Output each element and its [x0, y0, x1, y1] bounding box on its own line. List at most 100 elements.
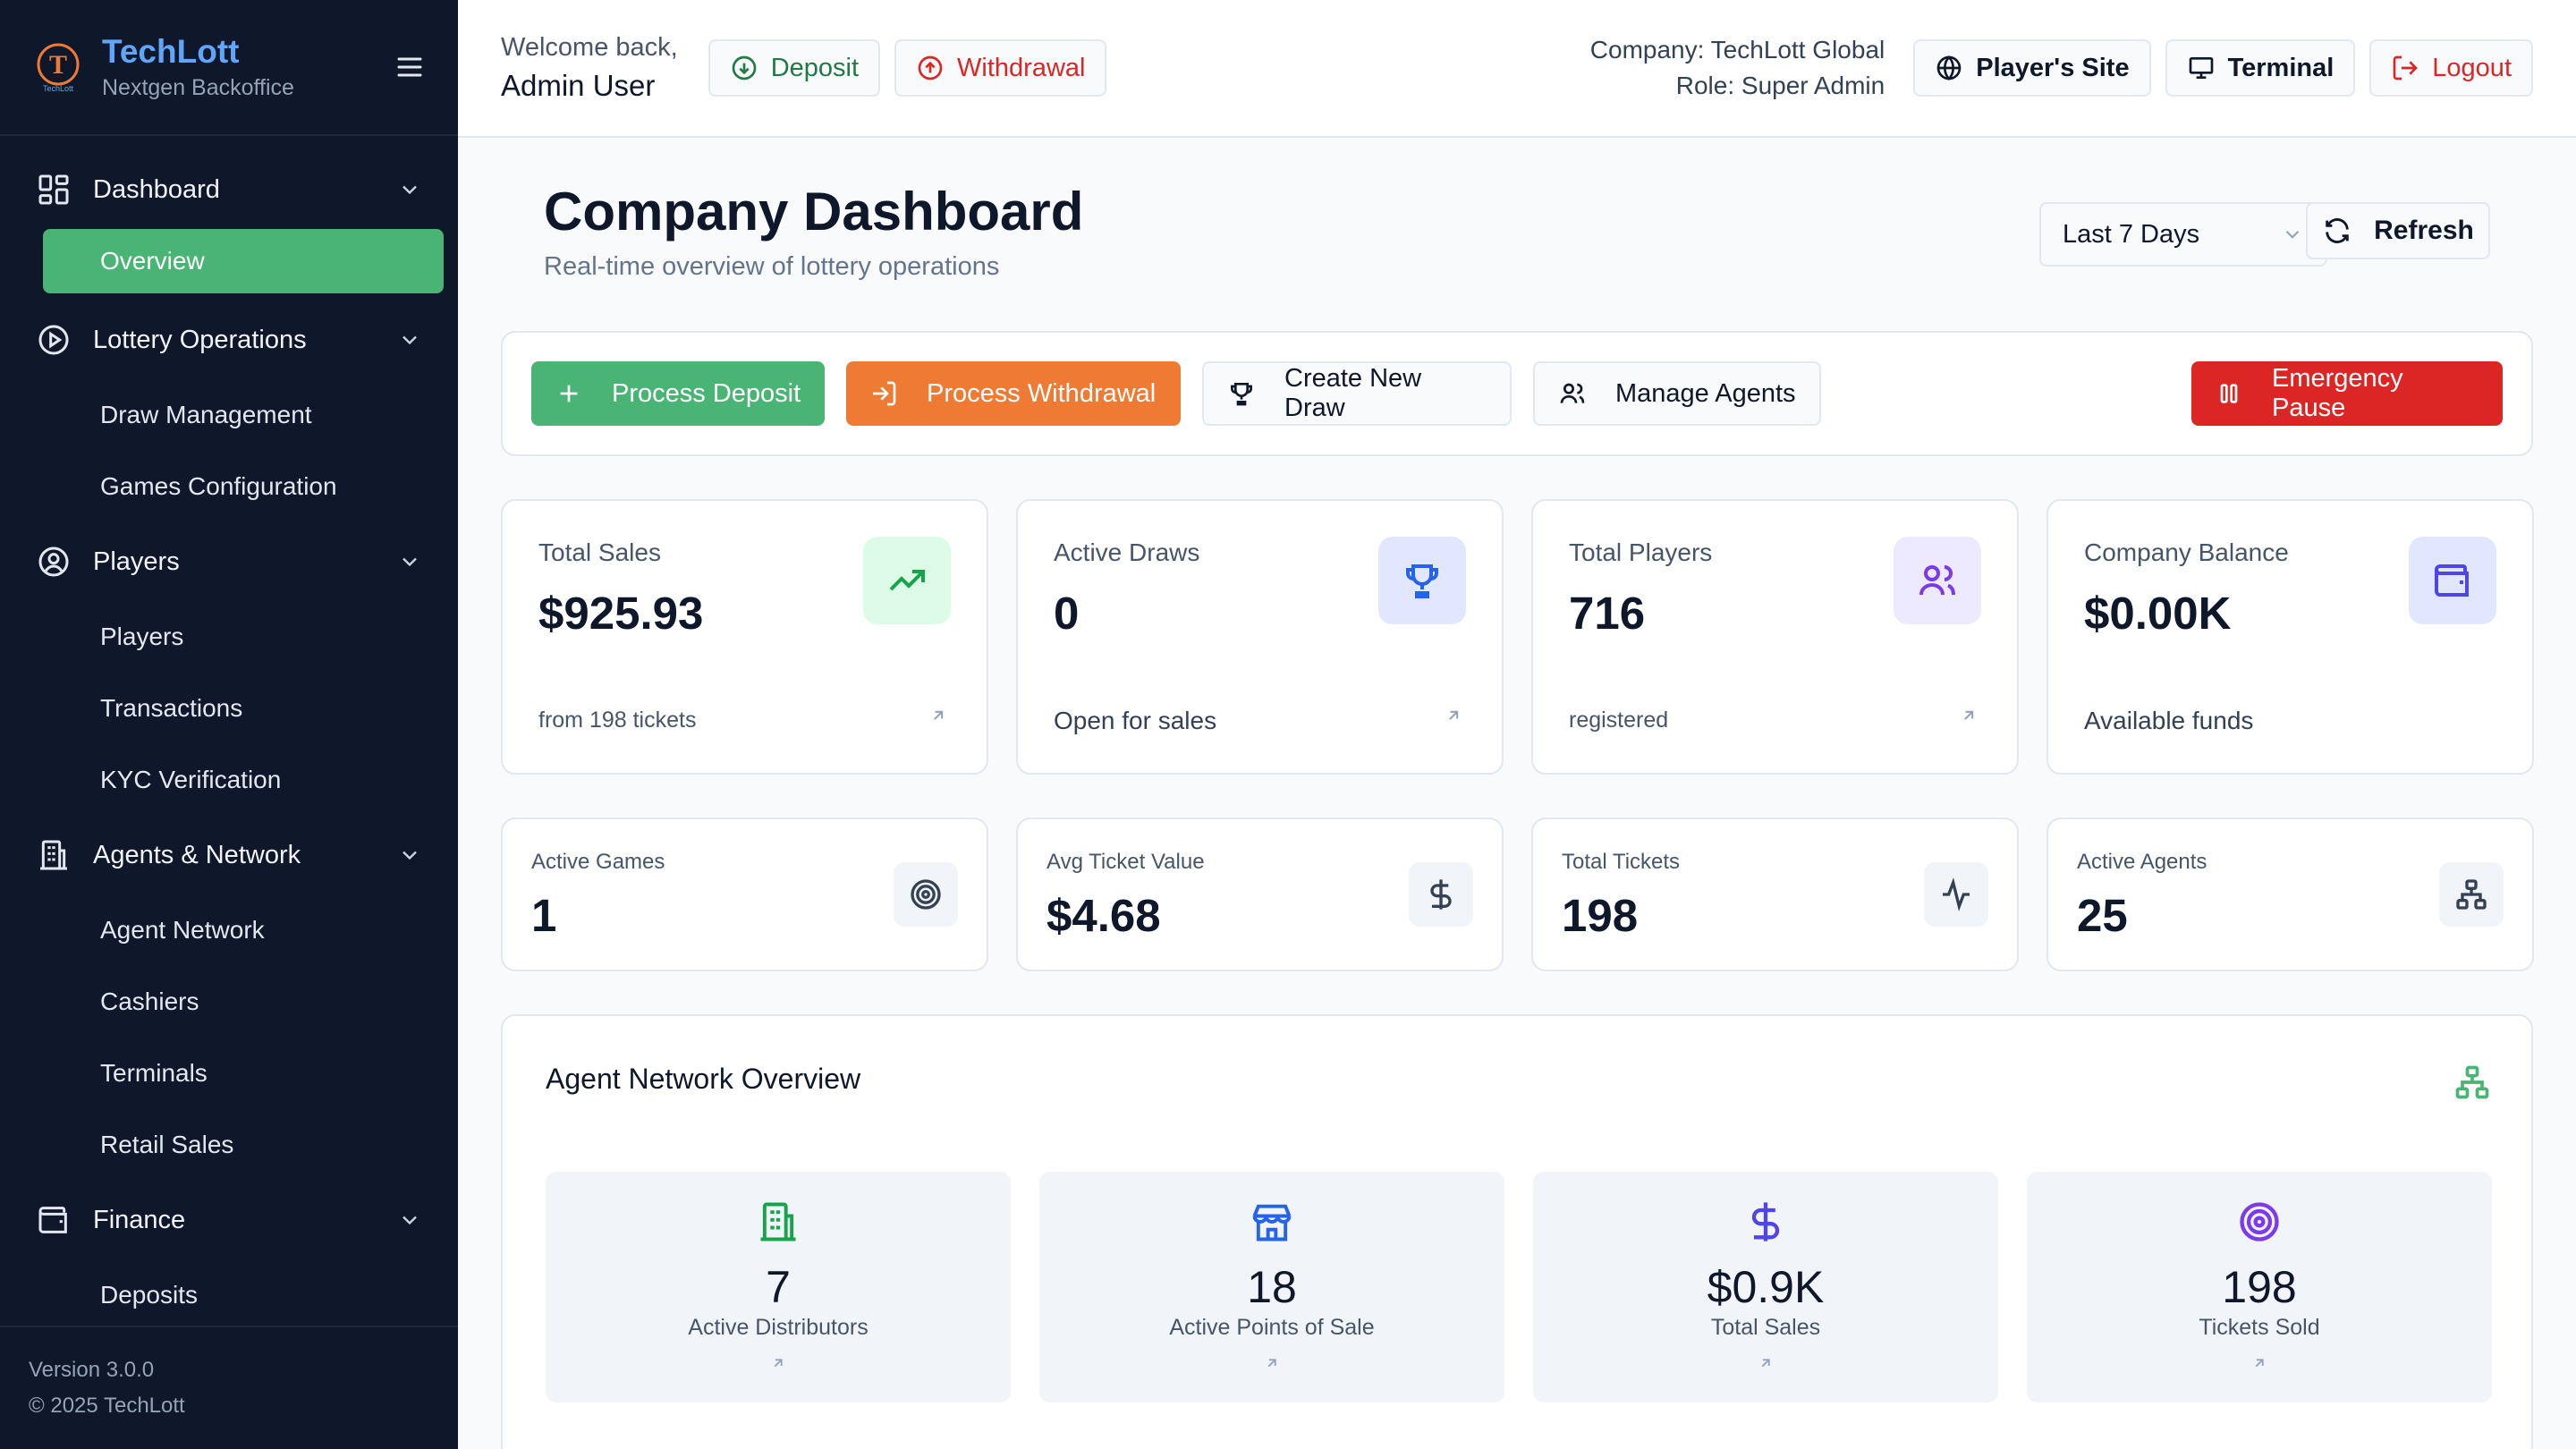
- tile-label: Total Sales: [1710, 1315, 1821, 1340]
- stat-card-total-players[interactable]: Total Players 716 registered: [1531, 499, 2019, 775]
- emergency-pause-button[interactable]: Emergency Pause: [2191, 361, 2503, 426]
- users-icon: [1558, 379, 1615, 408]
- network-tile-distributors[interactable]: 7 Active Distributors: [546, 1172, 1011, 1402]
- arrow-up-right-icon[interactable]: [929, 707, 947, 724]
- players-site-button[interactable]: Player's Site: [1913, 39, 2151, 97]
- stat-label: Total Players: [1569, 538, 1713, 566]
- process-deposit-button[interactable]: Process Deposit: [531, 361, 825, 426]
- grid-icon: [36, 172, 72, 208]
- date-range-value: Last 7 Days: [2063, 219, 2200, 249]
- nav-group-label: Finance: [93, 1205, 186, 1234]
- welcome-block: Welcome back, Admin User: [501, 30, 678, 106]
- stat-footnote: Open for sales: [1054, 707, 1217, 734]
- brand-header: T TechLott TechLott Nextgen Backoffice: [0, 0, 458, 136]
- arrow-up-right-icon: [1758, 1355, 1774, 1371]
- sidebar-item-cashiers[interactable]: Cashiers: [100, 987, 199, 1015]
- stat-card-active-draws[interactable]: Active Draws 0 Open for sales: [1016, 499, 1504, 775]
- techlott-logo[interactable]: T TechLott: [32, 41, 84, 93]
- network-icon: [2453, 1063, 2492, 1102]
- arrow-up-right-icon[interactable]: [1445, 707, 1462, 724]
- mini-stat-label: Avg Ticket Value: [1046, 850, 1205, 874]
- withdrawal-button[interactable]: Withdrawal: [894, 39, 1107, 97]
- mini-stat-value: 1: [531, 890, 557, 941]
- sidebar-item-terminals[interactable]: Terminals: [100, 1059, 208, 1087]
- deposit-label: Deposit: [770, 53, 860, 82]
- refresh-icon: [2322, 216, 2374, 246]
- stat-label: Active Draws: [1054, 538, 1200, 566]
- stat-value: 0: [1054, 588, 1080, 639]
- deposit-button[interactable]: Deposit: [708, 39, 881, 97]
- network-icon: [2439, 862, 2504, 927]
- chevron-down-icon: [397, 843, 422, 868]
- withdrawal-label: Withdrawal: [957, 53, 1086, 82]
- tile-value: 198: [2222, 1262, 2297, 1312]
- page-header: Company Dashboard Real-time overview of …: [501, 138, 2533, 330]
- arrow-up-right-icon[interactable]: [1960, 707, 1978, 724]
- network-tile-total-sales[interactable]: $0.9K Total Sales: [1533, 1172, 1998, 1402]
- brand-name: TechLott: [102, 33, 240, 70]
- process-withdrawal-button[interactable]: Process Withdrawal: [846, 361, 1181, 426]
- nav-group-label: Agents & Network: [93, 840, 301, 869]
- log-in-icon: [869, 379, 927, 408]
- sidebar-item-draw-management[interactable]: Draw Management: [100, 401, 312, 428]
- tile-value: 7: [766, 1262, 791, 1312]
- nav-group-players[interactable]: Players: [0, 522, 458, 601]
- nav-group-dashboard[interactable]: Dashboard: [0, 150, 458, 229]
- manage-agents-button[interactable]: Manage Agents: [1533, 361, 1821, 426]
- wallet-icon: [36, 1202, 72, 1238]
- company-info: Company: TechLott Global Role: Super Adm…: [1590, 32, 1885, 104]
- sidebar-nav: Dashboard Overview Lottery Operations Dr…: [0, 150, 458, 1326]
- network-tile-points-of-sale[interactable]: 18 Active Points of Sale: [1039, 1172, 1504, 1402]
- plus-icon: [555, 379, 612, 408]
- agent-network-overview: Agent Network Overview 7 Active Distribu…: [501, 1014, 2533, 1449]
- network-tile-tickets-sold[interactable]: 198 Tickets Sold: [2027, 1172, 2492, 1402]
- nav-group-lottery-operations[interactable]: Lottery Operations: [0, 301, 458, 379]
- stat-card-company-balance[interactable]: Company Balance $0.00K Available funds: [2046, 499, 2534, 775]
- stat-label: Total Sales: [538, 538, 661, 566]
- sidebar-item-kyc-verification[interactable]: KYC Verification: [100, 766, 282, 793]
- terminal-button[interactable]: Terminal: [2165, 39, 2356, 97]
- date-range-select[interactable]: Last 7 Days: [2039, 202, 2327, 267]
- logout-label: Logout: [2432, 53, 2512, 82]
- stat-value: $0.00K: [2084, 588, 2232, 639]
- chevron-down-icon: [397, 549, 422, 574]
- nav-group-label: Players: [93, 547, 180, 576]
- sidebar-item-deposits[interactable]: Deposits: [100, 1281, 198, 1309]
- mini-stat-label: Total Tickets: [1562, 850, 1681, 874]
- tile-value: 18: [1247, 1262, 1297, 1312]
- trending-up-icon: [863, 537, 951, 624]
- process-withdrawal-label: Process Withdrawal: [927, 378, 1157, 408]
- users-icon: [1894, 537, 1981, 624]
- sidebar-item-agent-network[interactable]: Agent Network: [100, 916, 265, 944]
- sidebar: T TechLott TechLott Nextgen Backoffice D…: [0, 0, 458, 1449]
- tile-label: Active Distributors: [688, 1315, 869, 1340]
- emergency-pause-label: Emergency Pause: [2272, 364, 2403, 422]
- sidebar-item-overview[interactable]: Overview: [43, 229, 444, 293]
- stat-card-total-sales[interactable]: Total Sales $925.93 from 198 tickets: [501, 499, 988, 775]
- mini-stat-avg-ticket-value: Avg Ticket Value $4.68: [1016, 818, 1504, 971]
- create-new-draw-button[interactable]: Create New Draw: [1202, 361, 1512, 426]
- sidebar-item-retail-sales[interactable]: Retail Sales: [100, 1131, 234, 1158]
- brand-subtitle: Nextgen Backoffice: [102, 75, 294, 100]
- top-bar: Welcome back, Admin User Deposit Withdra…: [458, 0, 2576, 138]
- sidebar-item-transactions[interactable]: Transactions: [100, 694, 243, 722]
- menu-toggle-icon[interactable]: [394, 51, 426, 83]
- pause-icon: [2215, 379, 2272, 408]
- arrow-down-circle-icon: [730, 54, 771, 82]
- globe-icon: [1935, 54, 1976, 82]
- page-title: Company Dashboard: [544, 182, 1084, 242]
- mini-stat-label: Active Agents: [2077, 850, 2207, 874]
- sidebar-item-players[interactable]: Players: [100, 623, 184, 650]
- svg-text:T: T: [49, 50, 67, 80]
- refresh-button[interactable]: Refresh: [2306, 202, 2490, 259]
- create-new-draw-label: Create New Draw: [1284, 364, 1422, 422]
- nav-group-label: Dashboard: [93, 174, 220, 204]
- logout-icon: [2391, 54, 2432, 82]
- nav-group-finance[interactable]: Finance: [0, 1181, 458, 1259]
- target-icon: [2236, 1199, 2283, 1245]
- sidebar-item-games-configuration[interactable]: Games Configuration: [100, 472, 337, 500]
- mini-stat-active-agents: Active Agents 25: [2046, 818, 2534, 971]
- logout-button[interactable]: Logout: [2369, 39, 2533, 97]
- stat-footnote: registered: [1569, 708, 1669, 733]
- nav-group-agents-network[interactable]: Agents & Network: [0, 816, 458, 894]
